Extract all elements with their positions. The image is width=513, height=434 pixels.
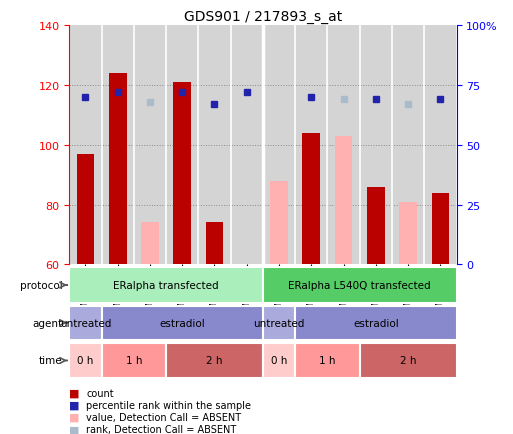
Bar <box>399 202 417 265</box>
Bar <box>424 26 457 265</box>
Bar <box>263 344 295 378</box>
Text: estradiol: estradiol <box>353 318 399 328</box>
Bar <box>69 306 102 340</box>
Text: 2 h: 2 h <box>400 356 417 365</box>
Text: time: time <box>38 356 62 365</box>
Bar <box>102 344 166 378</box>
Text: rank, Detection Call = ABSENT: rank, Detection Call = ABSENT <box>86 424 236 434</box>
Text: 1 h: 1 h <box>126 356 142 365</box>
Text: ERalpha transfected: ERalpha transfected <box>113 280 219 290</box>
Bar <box>166 344 263 378</box>
Bar <box>199 26 231 265</box>
Text: agent: agent <box>32 318 62 328</box>
Text: ■: ■ <box>69 400 80 410</box>
Bar <box>166 26 199 265</box>
Bar <box>295 306 457 340</box>
Text: untreated: untreated <box>253 318 305 328</box>
Bar <box>231 26 263 265</box>
Bar <box>367 187 385 265</box>
Bar <box>360 344 457 378</box>
Bar <box>109 74 127 265</box>
Bar <box>431 193 449 265</box>
Title: GDS901 / 217893_s_at: GDS901 / 217893_s_at <box>184 10 342 23</box>
Bar <box>263 306 295 340</box>
Text: 0 h: 0 h <box>77 356 93 365</box>
Bar <box>392 26 424 265</box>
Bar <box>295 344 360 378</box>
Bar <box>76 155 94 265</box>
Bar <box>134 26 166 265</box>
Text: estradiol: estradiol <box>160 318 205 328</box>
Text: ■: ■ <box>69 412 80 422</box>
Bar <box>206 223 223 265</box>
Bar <box>263 268 457 303</box>
Text: percentile rank within the sample: percentile rank within the sample <box>86 400 251 410</box>
Text: 2 h: 2 h <box>206 356 223 365</box>
Bar <box>334 136 352 265</box>
Bar <box>303 134 320 265</box>
Text: ERalpha L540Q transfected: ERalpha L540Q transfected <box>288 280 431 290</box>
Bar <box>69 268 263 303</box>
Bar <box>295 26 327 265</box>
Bar <box>69 26 102 265</box>
Text: 1 h: 1 h <box>319 356 336 365</box>
Text: count: count <box>86 388 114 398</box>
Text: ■: ■ <box>69 424 80 434</box>
Bar <box>360 26 392 265</box>
Bar <box>327 26 360 265</box>
Bar <box>141 223 159 265</box>
Text: value, Detection Call = ABSENT: value, Detection Call = ABSENT <box>86 412 241 422</box>
Text: untreated: untreated <box>60 318 111 328</box>
Bar <box>102 306 263 340</box>
Bar <box>102 26 134 265</box>
Bar <box>173 83 191 265</box>
Text: ■: ■ <box>69 388 80 398</box>
Bar <box>263 26 295 265</box>
Bar <box>270 181 288 265</box>
Text: 0 h: 0 h <box>271 356 287 365</box>
Text: protocol: protocol <box>19 280 62 290</box>
Bar <box>69 344 102 378</box>
